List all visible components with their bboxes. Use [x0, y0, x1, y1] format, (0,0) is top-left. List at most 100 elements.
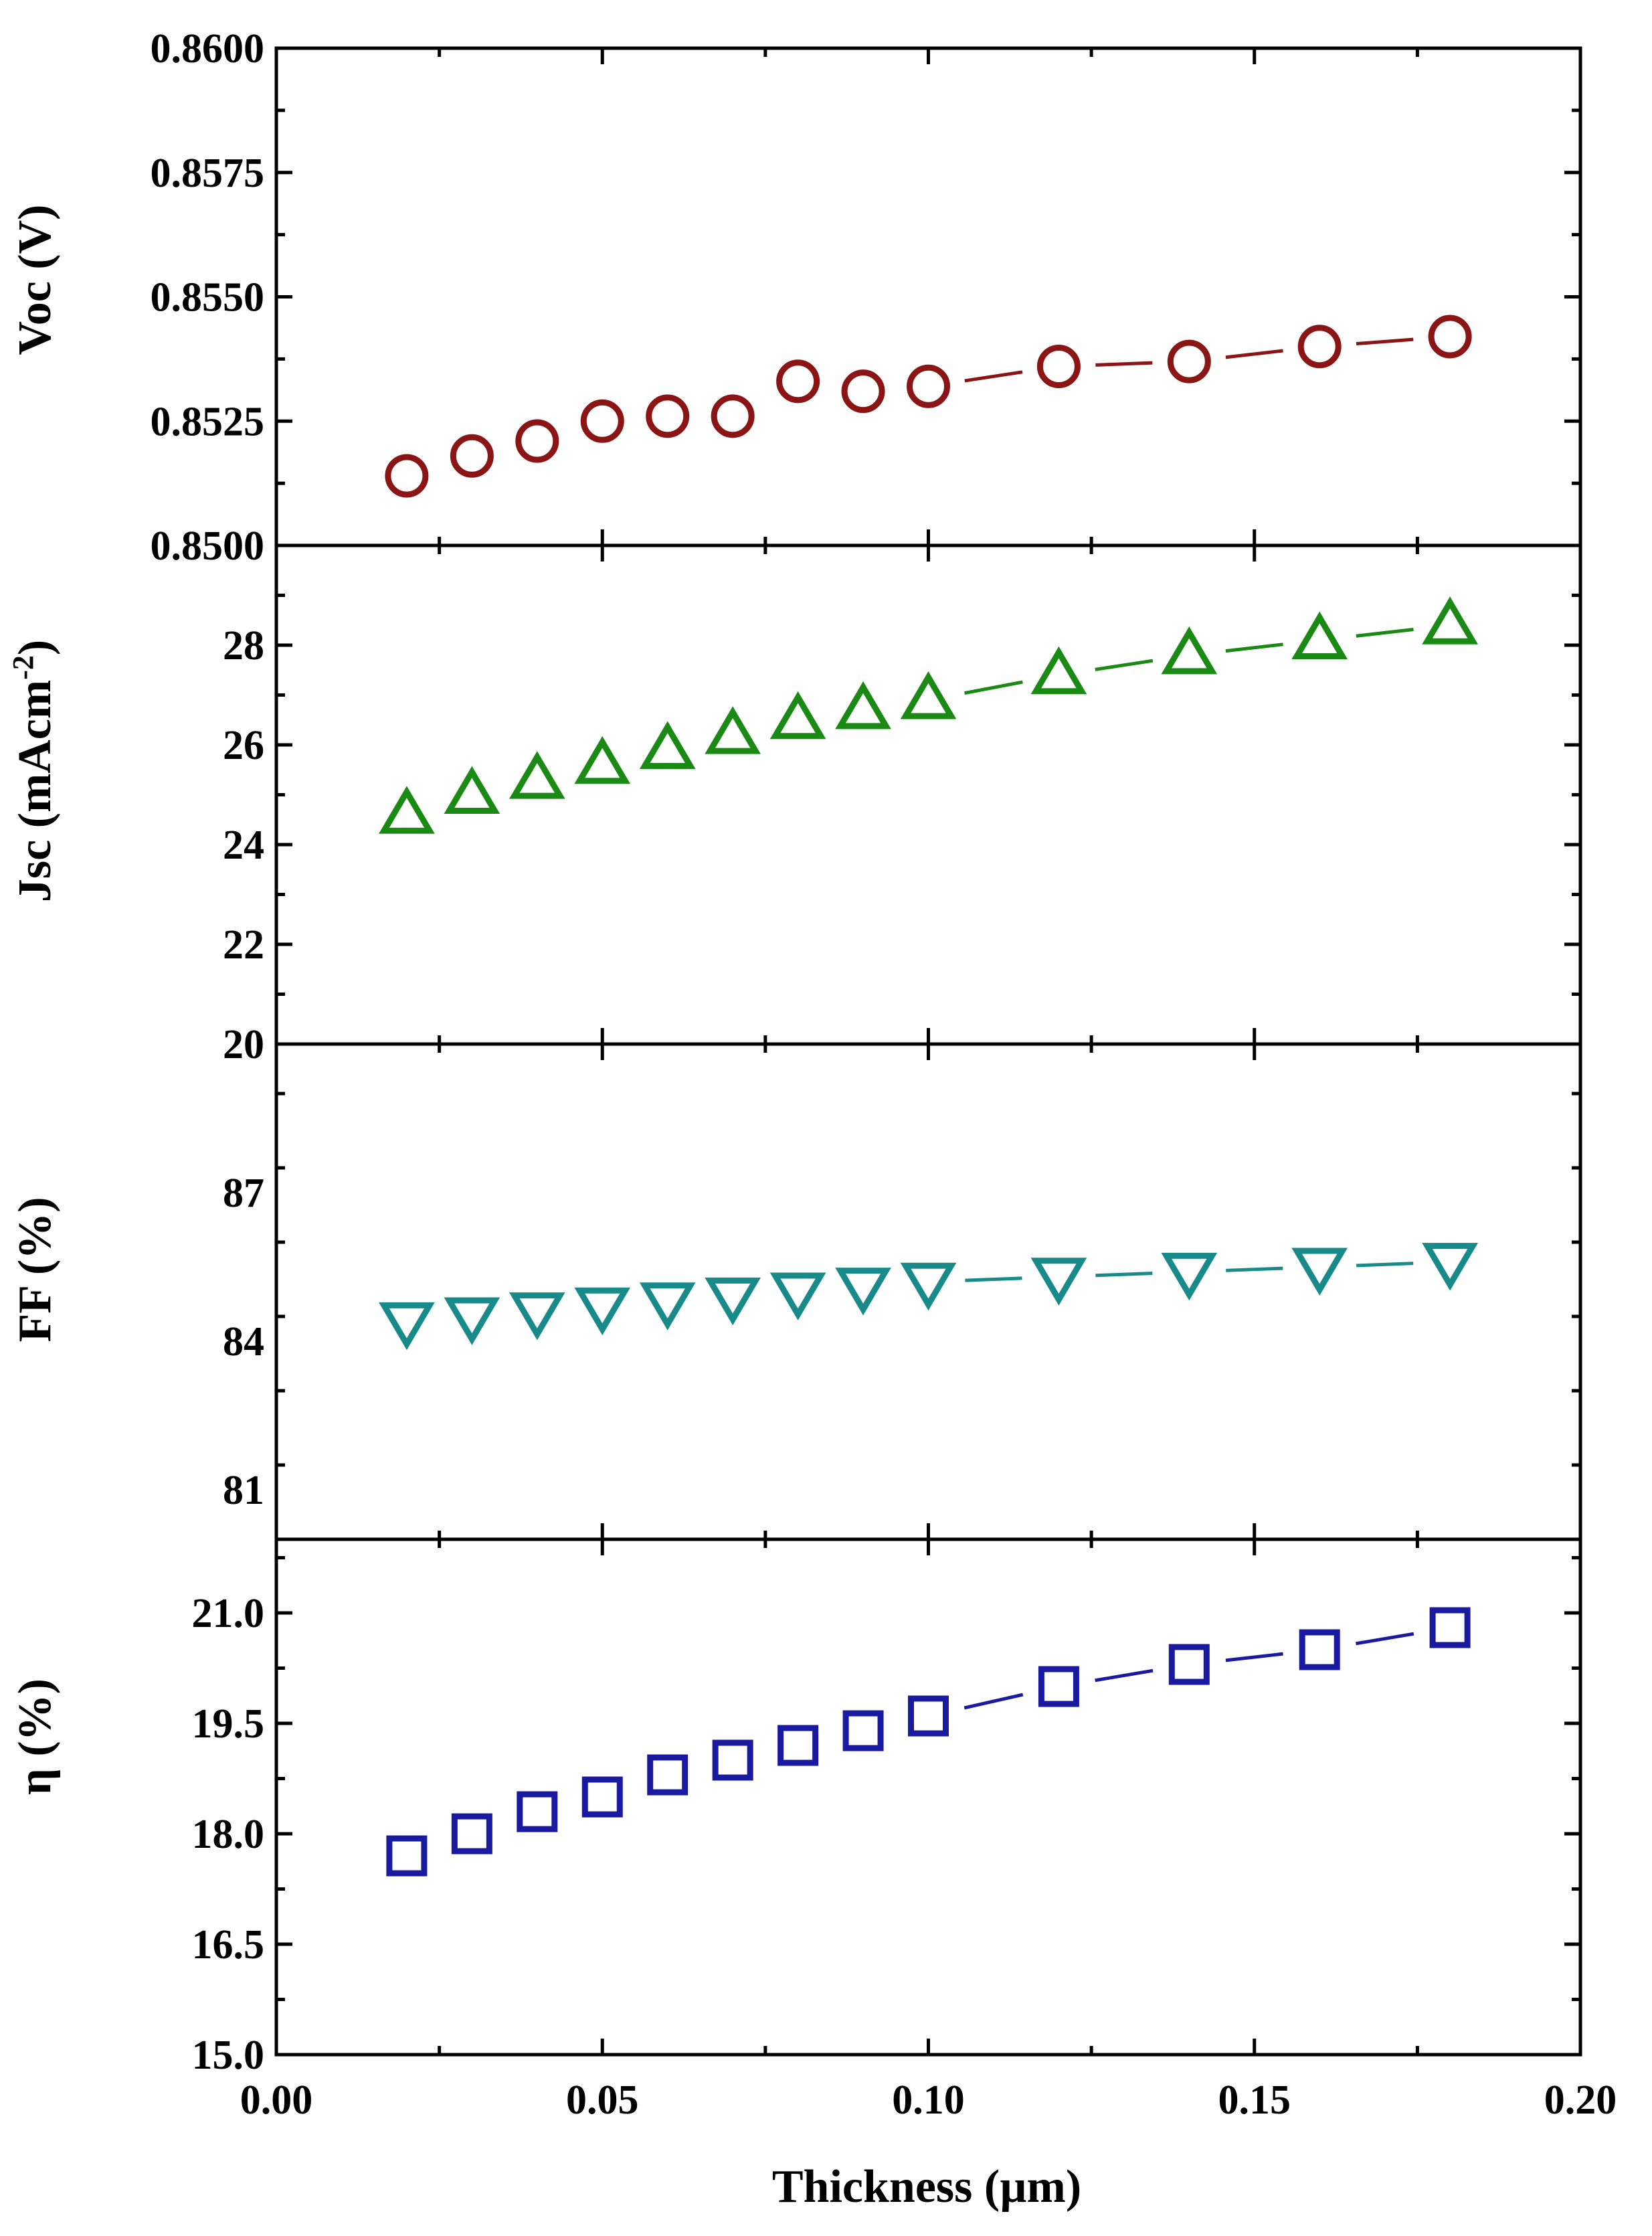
data-point-voc — [450, 434, 494, 478]
data-point-jsc — [1161, 626, 1218, 675]
connector-jsc — [964, 680, 1023, 695]
data-point-eta — [777, 1725, 819, 1766]
panel-frame-jsc — [274, 543, 1582, 1046]
connector-voc — [1225, 349, 1283, 359]
data-point-ff — [1422, 1243, 1478, 1291]
y-tick-label-jsc: 22 — [223, 922, 264, 968]
panel-frame-voc — [274, 46, 1582, 547]
y-tick-label-ff: 81 — [223, 1468, 264, 1513]
data-point-voc — [385, 454, 429, 498]
data-point-voc — [1036, 345, 1081, 389]
data-point-ff — [509, 1292, 565, 1341]
data-point-ff — [900, 1262, 957, 1311]
y-tick-label-ff: 87 — [223, 1171, 264, 1216]
data-point-eta — [842, 1710, 884, 1751]
axis-ticks — [274, 46, 1582, 2057]
data-point-ff — [705, 1277, 761, 1326]
connector-jsc — [1225, 642, 1283, 653]
panel-frame-ff — [274, 1042, 1582, 1541]
x-tick-label: 0.10 — [892, 2077, 965, 2123]
y-tick-label-eta: 21.0 — [192, 1591, 265, 1636]
data-point-voc — [1428, 315, 1472, 359]
y-tick-label-jsc: 28 — [223, 623, 264, 669]
data-point-voc — [776, 359, 820, 404]
data-point-jsc — [379, 786, 435, 834]
y-tick-label-jsc: 24 — [223, 823, 264, 868]
data-point-jsc — [574, 736, 631, 784]
connector-eta — [1095, 1668, 1154, 1683]
ylabel-eta: η (%) — [9, 1679, 61, 1795]
data-point-jsc — [444, 766, 500, 814]
y-tick-label-jsc: 26 — [223, 723, 264, 768]
data-point-ff — [639, 1282, 696, 1330]
connector-jsc — [1356, 627, 1414, 638]
ylabel-voc: Voc (V) — [9, 205, 61, 355]
connector-eta — [1225, 1652, 1283, 1662]
data-point-ff — [1161, 1252, 1218, 1301]
y-tick-label-eta: 19.5 — [192, 1701, 265, 1747]
data-point-eta — [712, 1739, 753, 1781]
x-tick-label: 0.05 — [566, 2077, 639, 2123]
connector-eta — [963, 1693, 1024, 1710]
data-point-ff — [1291, 1248, 1348, 1296]
data-point-voc — [580, 399, 624, 443]
data-point-eta — [1299, 1629, 1340, 1670]
data-point-ff — [1030, 1258, 1087, 1306]
data-point-voc — [841, 369, 885, 414]
connector-ff — [1226, 1266, 1283, 1272]
y-tick-label-eta: 15.0 — [192, 2033, 265, 2078]
x-tick-label: 0.20 — [1544, 2077, 1617, 2123]
data-point-jsc — [1030, 646, 1087, 695]
data-point-jsc — [639, 721, 696, 769]
x-tick-label: 0.00 — [240, 2077, 313, 2123]
data-point-voc — [907, 364, 950, 408]
data-point-eta — [908, 1695, 949, 1737]
y-tick-label-voc: 0.8550 — [151, 275, 265, 321]
data-point-eta — [517, 1791, 558, 1832]
data-point-ff — [574, 1287, 631, 1336]
data-point-eta — [1038, 1666, 1079, 1707]
data-point-eta — [451, 1813, 492, 1855]
data-point-jsc — [509, 751, 565, 799]
connector-voc — [1095, 361, 1153, 367]
data-point-jsc — [705, 706, 761, 754]
y-tick-label-voc: 0.8500 — [151, 523, 265, 569]
data-point-jsc — [1291, 611, 1348, 660]
y-tick-label-eta: 16.5 — [192, 1922, 265, 1968]
connector-ff — [1095, 1271, 1153, 1278]
data-point-eta — [386, 1835, 428, 1877]
tick-labels: 0.8600 0.8575 0.8550 0.8525 0.8500 28 26 24 22 20… — [151, 26, 1617, 2123]
data-point-eta — [647, 1754, 689, 1796]
ylabel-jsc: Jsc (mAcm-2) — [7, 640, 61, 902]
connector-ff — [965, 1276, 1022, 1282]
data-point-voc — [1297, 325, 1342, 369]
data-point-eta — [1429, 1607, 1471, 1648]
data-point-ff — [835, 1268, 891, 1316]
data-point-voc — [711, 394, 755, 438]
data-point-jsc — [769, 691, 826, 740]
y-tick-label-voc: 0.8575 — [151, 151, 265, 196]
data-point-ff — [379, 1302, 435, 1351]
panel-frame-eta — [274, 1537, 1582, 2057]
data-point-voc — [1167, 339, 1211, 383]
x-tick-label: 0.15 — [1218, 2077, 1291, 2123]
data-point-ff — [444, 1297, 500, 1345]
data-series — [379, 315, 1478, 1877]
data-point-jsc — [1422, 596, 1478, 644]
y-tick-label-jsc: 20 — [223, 1022, 264, 1067]
data-point-jsc — [900, 671, 957, 719]
y-tick-label-eta: 18.0 — [192, 1812, 265, 1857]
data-point-jsc — [835, 681, 891, 729]
data-point-eta — [1168, 1644, 1210, 1685]
data-point-voc — [515, 419, 559, 463]
connector-eta — [1356, 1632, 1414, 1646]
ylabel-ff: FF (%) — [9, 1197, 61, 1342]
y-tick-label-ff: 84 — [223, 1319, 264, 1365]
connector-voc — [964, 370, 1023, 383]
connector-ff — [1356, 1262, 1414, 1268]
x-axis-title: Thickness (µm) — [772, 2161, 1081, 2213]
data-point-voc — [646, 394, 690, 438]
connector-jsc — [1095, 659, 1154, 671]
y-tick-label-voc: 0.8600 — [151, 26, 265, 72]
